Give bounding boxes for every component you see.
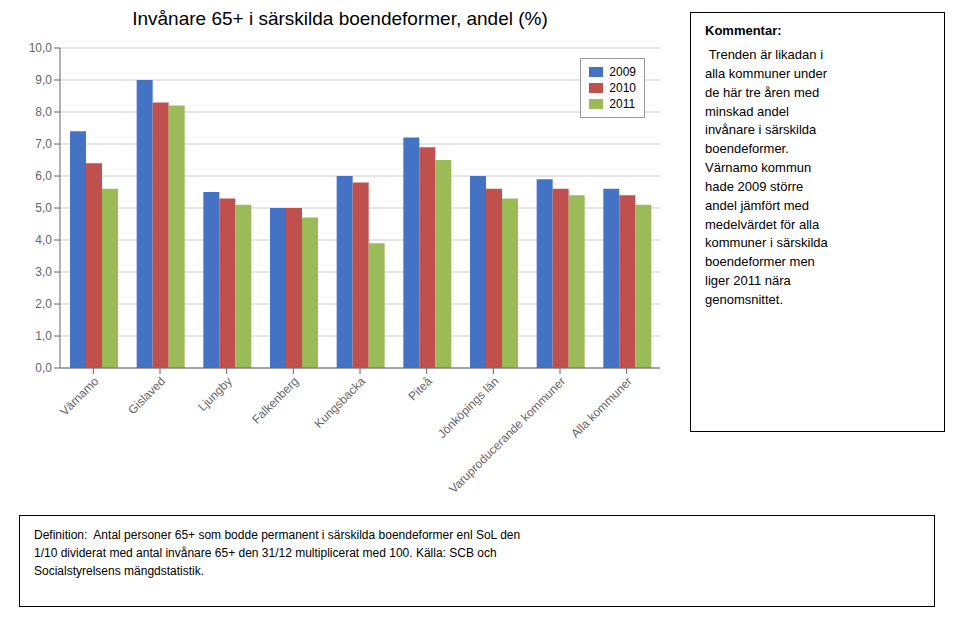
svg-text:Piteå: Piteå [406,374,435,403]
html-text:2010: 2010 [609,81,636,95]
svg-text:2,0: 2,0 [35,297,52,311]
svg-text:10,0: 10,0 [29,41,53,55]
svg-text:Ljungby: Ljungby [195,374,235,414]
svg-text:Falkenberg: Falkenberg [249,374,301,426]
svg-text:8,0: 8,0 [35,105,52,119]
html-text:2009: 2009 [609,65,636,79]
html-text:Kommentar:: Kommentar: [705,23,782,38]
html-text:Trenden är likadan i alla komm: Trenden är likadan i alla kommuner under… [705,47,828,307]
svg-text:Gislaved: Gislaved [125,374,168,417]
svg-text:9,0: 9,0 [35,73,52,87]
svg-text:6,0: 6,0 [35,169,52,183]
svg-text:3,0: 3,0 [35,265,52,279]
svg-text:Värnamo: Värnamo [57,374,102,419]
svg-text:Jönköpings län: Jönköpings län [435,374,502,441]
svg-text:0,0: 0,0 [35,361,52,375]
svg-text:7,0: 7,0 [35,137,52,151]
svg-text:5,0: 5,0 [35,201,52,215]
svg-text:1,0: 1,0 [35,329,52,343]
html-text:Definition: Antal personer 65+: Definition: Antal personer 65+ som bodde… [34,528,521,578]
html-text:Invånare 65+ i särskilda boend: Invånare 65+ i särskilda boendeformer, a… [132,8,548,29]
svg-text:Kungsbacka: Kungsbacka [312,374,369,431]
svg-text:Alla kommuner: Alla kommuner [568,374,634,440]
svg-text:4,0: 4,0 [35,233,52,247]
html-text:2011: 2011 [609,97,636,111]
svg-text:Varuproducerande kommuner: Varuproducerande kommuner [446,374,568,496]
